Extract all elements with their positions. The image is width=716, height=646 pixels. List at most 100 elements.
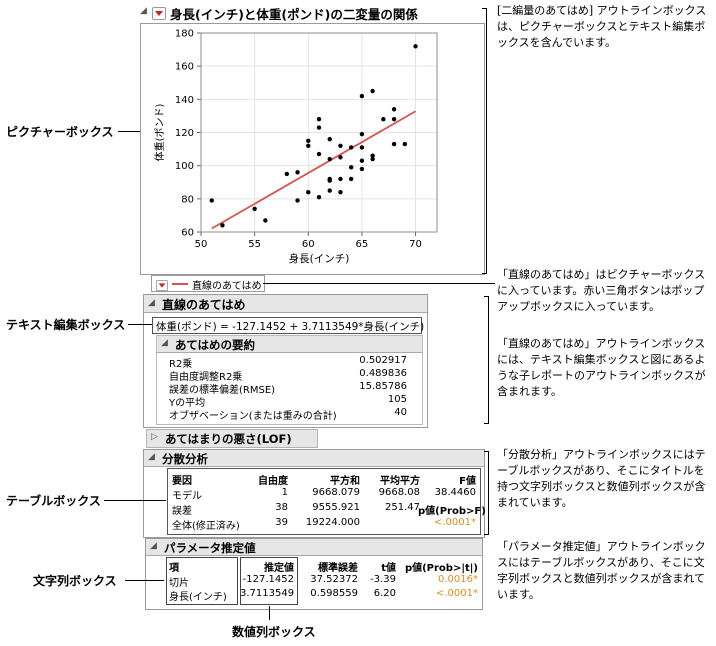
bracket-line	[486, 8, 487, 274]
bivariate-title: 身長(インチ)と体重(ポンド)の二変量の関係	[170, 7, 418, 22]
disclosure-triangle-icon[interactable]: ◢	[140, 6, 147, 16]
data-point	[338, 143, 343, 148]
summary-value: 0.502917	[359, 355, 407, 366]
param-column-header: 標準誤差	[318, 563, 358, 574]
data-point	[295, 170, 300, 175]
picture-box: 50 55 60 65 70 60 80 100 120 140 160 180 身長(インチ) 体重(ポ…	[140, 23, 485, 275]
param-column-header: p値(Prob>|t|)	[404, 563, 478, 574]
data-point	[348, 176, 354, 182]
data-point	[359, 166, 365, 172]
x-axis-label: 身長(インチ)	[289, 252, 350, 265]
data-point	[359, 131, 365, 137]
param-title: パラメータ推定値	[164, 541, 256, 555]
param-column-header: 推定値	[264, 563, 294, 574]
data-point	[359, 145, 365, 150]
data-point	[338, 176, 343, 182]
bracket-line	[484, 423, 489, 424]
summary-of-fit: ◢ あてはめの要約 R2乗 0.502917 自由度調整R2乗 0.489836 誤差の…	[156, 335, 423, 425]
y-tick-label: 80	[181, 194, 194, 205]
string-col-box-label: 文字列ボックス	[33, 574, 117, 588]
disclosure-triangle-icon[interactable]: ◢	[148, 452, 155, 462]
data-point	[316, 117, 322, 122]
param-cell: -3.39	[370, 574, 396, 585]
data-point	[327, 188, 332, 193]
anova-table-box: 要因 自由度 平方和 平均平方 F値 モデル 1 9668.079 9668.08 38.4460…	[167, 468, 486, 535]
summary-label: 誤差の標準偏差(RMSE)	[169, 385, 276, 396]
data-point	[327, 136, 332, 142]
data-point	[359, 158, 365, 163]
callout-bivariate: [二編量のあてはめ] アウトラインボックスは、ピクチャーボックスとテキスト編集ボ…	[497, 4, 707, 49]
summary-label: Yの平均	[169, 398, 206, 409]
disclosure-triangle-icon[interactable]: ◢	[148, 298, 155, 308]
leader-line	[104, 500, 166, 501]
anova-cell: モデル	[172, 491, 202, 502]
anova-outline: ◢ 分散分析 要因 自由度 平方和 平均平方 F値 モデル 1 9668.079 9668.08…	[143, 449, 486, 538]
summary-header[interactable]: ◢ あてはめの要約	[157, 336, 422, 353]
anova-cell: 誤差	[172, 506, 192, 517]
data-point	[338, 155, 343, 160]
anova-cell: 251.47	[385, 502, 420, 513]
data-point	[252, 206, 257, 211]
anova-cell: p値(Prob>F)	[418, 506, 486, 517]
equation-text-edit-box[interactable]: 体重(ポンド) = -127.1452 + 3.7113549*身長(インチ)	[152, 317, 425, 334]
param-cell: -127.1452	[242, 574, 294, 585]
disclosure-triangle-icon[interactable]: ◢	[150, 541, 157, 551]
scatter-plot: 50 55 60 65 70 60 80 100 120 140 160 180 身長(インチ) 体重(ポ…	[153, 29, 438, 265]
bivariate-header: ◢ 身長(インチ)と体重(ポンド)の二変量の関係	[140, 3, 480, 22]
lof-title: あてはまりの悪さ(LOF)	[165, 432, 292, 446]
red-triangle-menu-icon[interactable]	[156, 279, 168, 292]
data-point	[209, 198, 214, 203]
y-tick-label: 100	[175, 161, 194, 172]
leader-line	[269, 606, 270, 620]
param-outline: ◢ パラメータ推定値 項 推定値 標準誤差 t値 p値(Prob>|t|) 切片 -127.…	[145, 538, 483, 610]
anova-column-header: 要因	[172, 476, 192, 487]
summary-value: 0.489836	[359, 368, 407, 379]
anova-cell: 38.4460	[434, 487, 476, 498]
linear-fit-header[interactable]: ◢ 直線のあてはめ	[144, 295, 427, 313]
anova-cell: 9555.921	[312, 502, 360, 513]
data-point	[391, 141, 397, 147]
summary-label: オブザベーション(または重みの合計)	[169, 411, 337, 422]
param-cell: 0.598559	[310, 588, 358, 599]
data-point	[402, 141, 408, 147]
bracket-line	[484, 534, 489, 535]
data-point	[316, 125, 322, 130]
anova-cell: 9668.08	[378, 487, 420, 498]
data-point	[263, 218, 268, 223]
summary-value: 40	[394, 407, 407, 418]
data-point	[327, 178, 332, 183]
param-cell: 切片	[169, 578, 189, 589]
disclosure-triangle-closed-icon[interactable]: ▷	[151, 432, 158, 442]
data-point	[295, 198, 300, 203]
equation-text: 体重(ポンド) = -127.1452 + 3.7113549*身長(インチ)	[156, 321, 425, 333]
y-axis-label: 体重(ポンド)	[153, 104, 166, 162]
param-cell: 0.0016*	[438, 574, 478, 585]
data-point	[359, 93, 365, 99]
fit-legend-label: 直線のあてはめ	[192, 281, 262, 292]
anova-header[interactable]: ◢ 分散分析	[144, 450, 484, 467]
param-column-header: 項	[169, 563, 179, 574]
param-cell: 37.52372	[310, 574, 358, 585]
param-cell: <.0001*	[435, 588, 478, 599]
anova-p-value: <.0001*	[433, 517, 476, 528]
leader-line	[263, 283, 495, 284]
data-point	[220, 223, 225, 228]
data-point	[413, 44, 418, 49]
linear-fit-outline: ◢ 直線のあてはめ 体重(ポンド) = -127.1452 + 3.711354…	[143, 294, 428, 428]
param-header[interactable]: ◢ パラメータ推定値	[146, 539, 482, 556]
disclosure-triangle-icon[interactable]: ◢	[161, 338, 168, 348]
leader-line	[128, 324, 152, 325]
data-point	[306, 190, 311, 195]
param-column-header: t値	[381, 563, 396, 574]
anova-column-header: 平方和	[330, 476, 360, 487]
text-edit-box-label: テキスト編集ボックス	[6, 318, 126, 332]
lof-outline[interactable]: ▷ あてはまりの悪さ(LOF)	[146, 429, 318, 448]
summary-label: 自由度調整R2乗	[169, 372, 243, 383]
data-point	[381, 117, 386, 122]
red-triangle-menu-icon[interactable]	[152, 7, 166, 20]
string-column-box	[166, 557, 238, 605]
data-point	[348, 165, 354, 170]
table-box-label: テーブルボックス	[6, 494, 101, 508]
summary-value: 105	[387, 394, 407, 405]
x-tick-label: 55	[248, 239, 261, 250]
